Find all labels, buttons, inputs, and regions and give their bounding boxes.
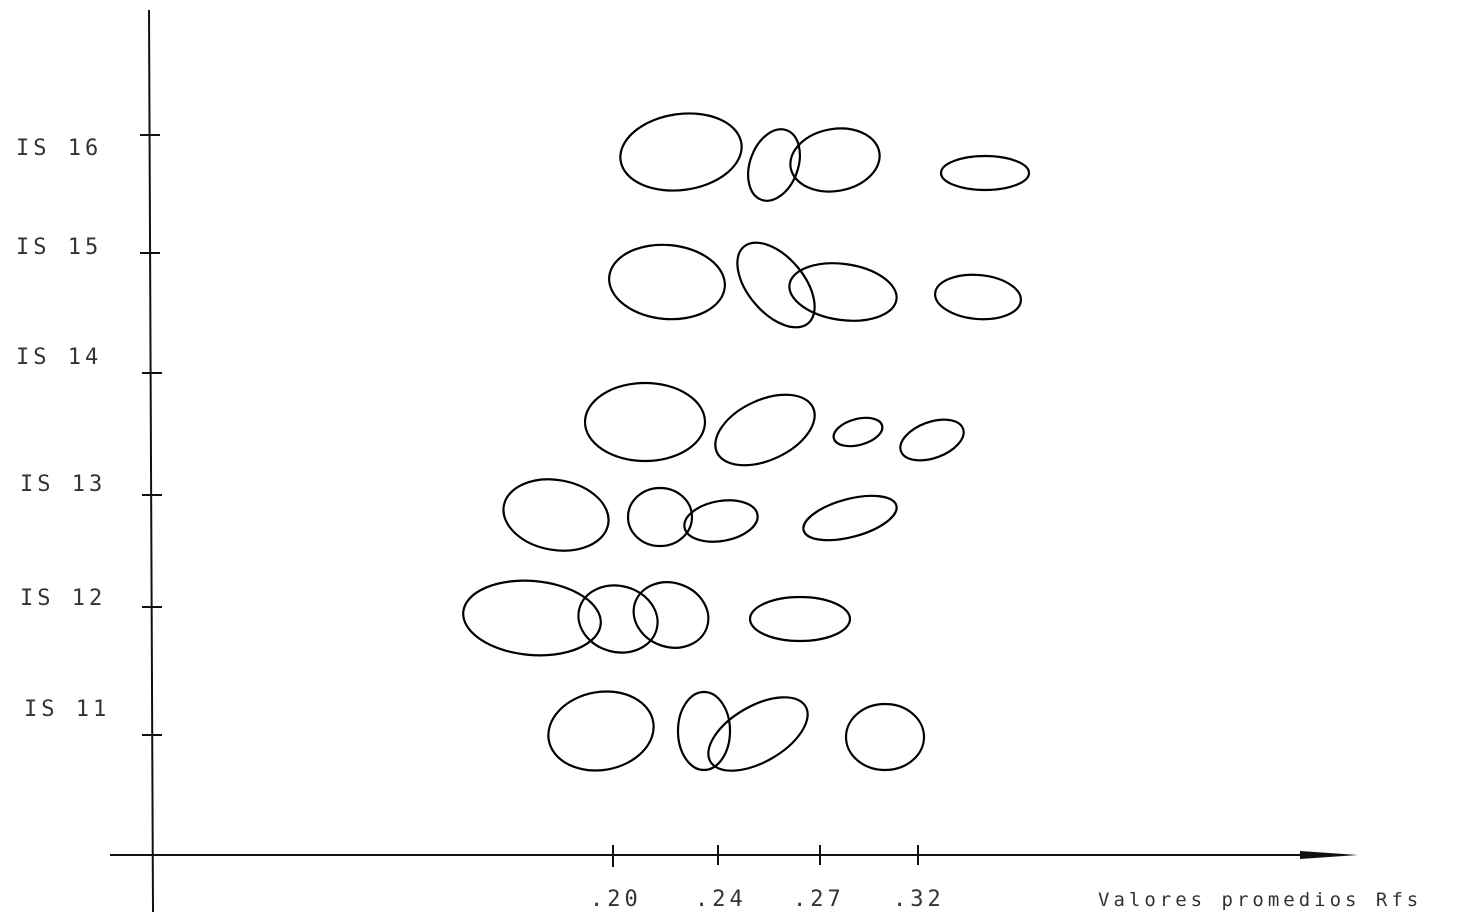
y-label: IS 14 xyxy=(16,345,102,370)
y-ticks xyxy=(140,134,162,736)
y-label: IS 15 xyxy=(16,235,102,260)
axis-arrow xyxy=(1300,851,1358,859)
x-label: .24 xyxy=(695,887,747,912)
x-axis-label: Valores promedios Rfs xyxy=(1098,889,1422,911)
x-label: .20 xyxy=(590,887,642,912)
spots xyxy=(462,112,1031,772)
y-label: IS 12 xyxy=(20,586,106,611)
y-axis xyxy=(148,9,154,913)
y-label: IS 13 xyxy=(20,472,106,497)
x-label: .32 xyxy=(893,887,945,912)
x-label: .27 xyxy=(793,887,845,912)
y-label: IS 11 xyxy=(24,697,110,722)
y-label: IS 16 xyxy=(16,136,102,161)
x-ticks xyxy=(612,845,919,867)
